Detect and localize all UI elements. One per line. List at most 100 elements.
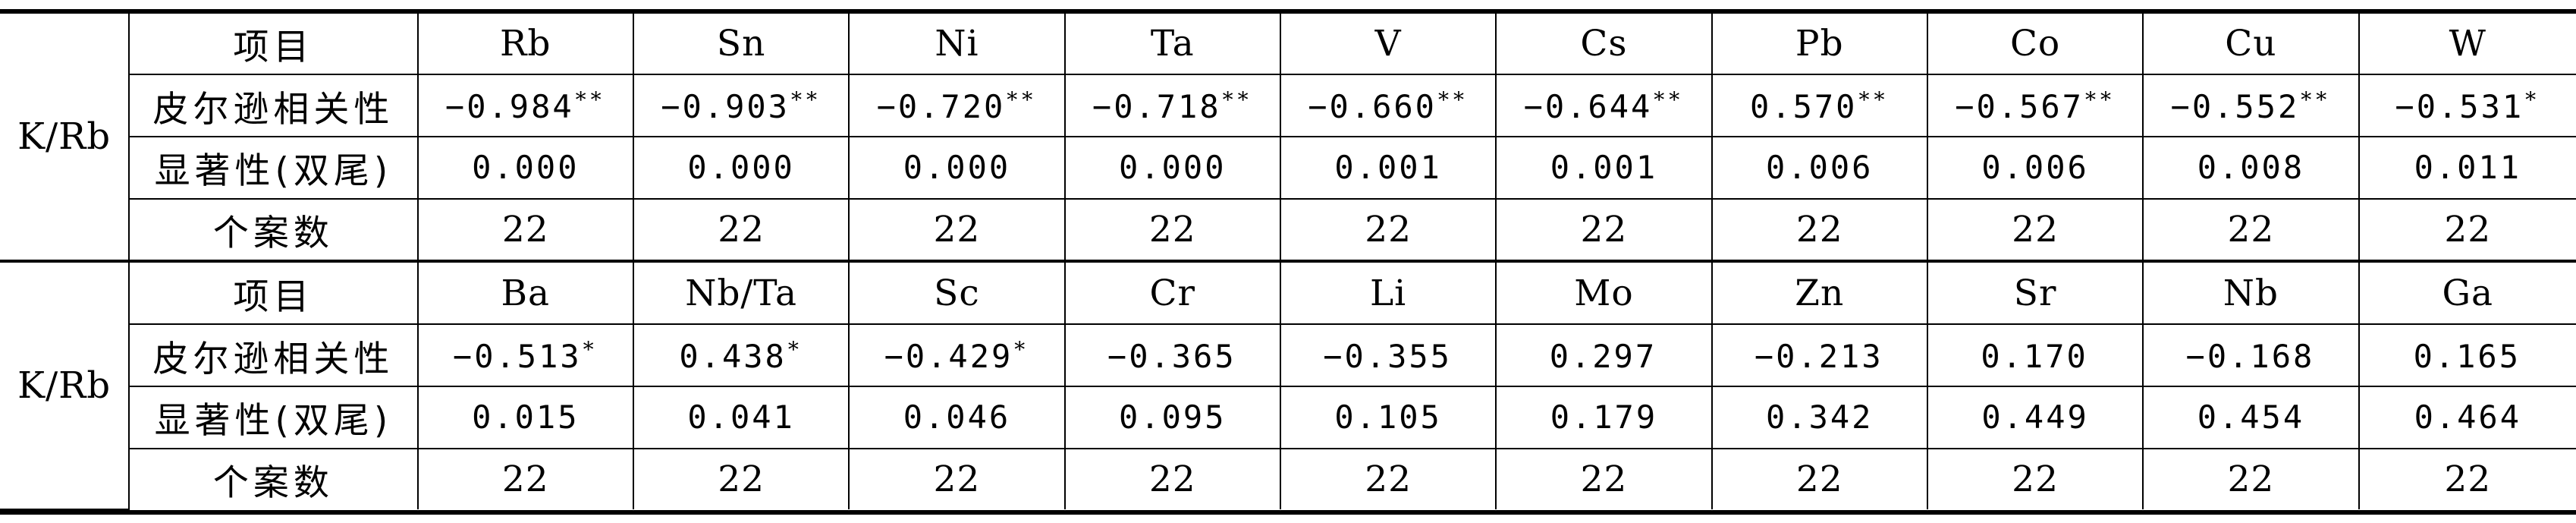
- case-count-row: 个案数 22 22 22 22 22 22 22 22 22 22: [0, 197, 2576, 263]
- element-header-cell: Li: [1279, 260, 1497, 326]
- pearson-cell: 0.297: [1495, 323, 1713, 387]
- significance-cell: 0.342: [1711, 385, 1928, 449]
- element-header-cell: Cs: [1495, 14, 1713, 76]
- significance-marker: *: [1014, 336, 1030, 362]
- case-count-cell: 22: [848, 197, 1066, 263]
- pearson-cell: 0.438*: [632, 323, 850, 387]
- pearson-value: −0.168: [2185, 337, 2315, 375]
- pearson-cell: −0.429*: [848, 323, 1066, 387]
- element-header-cell: Ta: [1063, 14, 1281, 76]
- significance-marker: **: [2301, 87, 2332, 112]
- significance-row: 显著性(双尾) 0.015 0.041 0.046 0.095 0.105 0.179 0.3…: [0, 385, 2576, 449]
- significance-marker: **: [790, 87, 821, 112]
- correlation-table: K/Rb 项目 Rb Sn Ni Ta V Cs Pb Co Cu W 皮尔逊相关性 −0.984** −0…: [0, 14, 2576, 510]
- pearson-value: −0.429: [884, 337, 1013, 375]
- table-body: K/Rb 项目 Rb Sn Ni Ta V Cs Pb Co Cu W 皮尔逊相关性 −0.984** −0…: [0, 14, 2576, 510]
- case-count-cell: 22: [632, 197, 850, 263]
- pearson-cell: −0.644**: [1495, 74, 1713, 138]
- case-count-cell: 22: [1926, 447, 2144, 509]
- significance-marker: **: [1222, 87, 1253, 112]
- pearson-value: −0.552: [2170, 87, 2300, 125]
- pearson-cell: −0.168: [2142, 323, 2360, 387]
- case-count-cell: 22: [416, 197, 634, 263]
- pearson-value: −0.567: [1955, 87, 2084, 125]
- pearson-cell: −0.660**: [1279, 74, 1497, 138]
- pearson-value: 0.297: [1549, 337, 1657, 375]
- element-header-cell: Ba: [416, 260, 634, 326]
- element-header-cell: Sn: [632, 14, 850, 76]
- significance-marker: **: [1007, 87, 1038, 112]
- significance-cell: 0.015: [416, 385, 634, 449]
- pearson-cell: −0.903**: [632, 74, 850, 138]
- case-count-cell: 22: [1279, 447, 1497, 509]
- case-count-cell: 22: [2142, 447, 2360, 509]
- pearson-cell: −0.567**: [1926, 74, 2144, 138]
- significance-cell: 0.449: [1926, 385, 2144, 449]
- correlation-table-container: K/Rb 项目 Rb Sn Ni Ta V Cs Pb Co Cu W 皮尔逊相关性 −0.984** −0…: [0, 9, 2576, 515]
- significance-cell: 0.000: [632, 136, 850, 200]
- significance-cell: 0.464: [2358, 385, 2576, 449]
- element-header-cell: Ni: [848, 14, 1066, 76]
- significance-cell: 0.011: [2358, 136, 2576, 200]
- element-header-cell: Cu: [2142, 14, 2360, 76]
- pearson-value: 0.170: [1981, 337, 2088, 375]
- row-label: 皮尔逊相关性: [129, 74, 419, 138]
- pearson-value: −0.365: [1107, 337, 1236, 375]
- significance-marker: **: [2084, 87, 2116, 112]
- row-label: 显著性(双尾): [129, 385, 419, 449]
- significance-cell: 0.105: [1279, 385, 1497, 449]
- group-label: K/Rb: [0, 14, 130, 263]
- case-count-cell: 22: [1711, 447, 1928, 509]
- element-header-cell: Sc: [848, 260, 1066, 326]
- element-header-cell: V: [1279, 14, 1497, 76]
- significance-marker: *: [787, 336, 803, 362]
- significance-cell: 0.006: [1926, 136, 2144, 200]
- case-count-cell: 22: [1495, 447, 1713, 509]
- significance-cell: 0.179: [1495, 385, 1713, 449]
- pearson-cell: −0.984**: [416, 74, 634, 138]
- significance-cell: 0.006: [1711, 136, 1928, 200]
- element-header-cell: Nb: [2142, 260, 2360, 326]
- element-header-cell: Cr: [1063, 260, 1281, 326]
- case-count-cell: 22: [1495, 197, 1713, 263]
- pearson-value: −0.355: [1323, 337, 1452, 375]
- row-label: 个案数: [129, 197, 419, 263]
- significance-cell: 0.001: [1495, 136, 1713, 200]
- pearson-value: −0.660: [1308, 87, 1437, 125]
- element-header-cell: Ga: [2358, 260, 2576, 326]
- significance-cell: 0.008: [2142, 136, 2360, 200]
- significance-cell: 0.095: [1063, 385, 1281, 449]
- pearson-value: 0.570: [1750, 87, 1858, 125]
- element-header-cell: W: [2358, 14, 2576, 76]
- case-count-cell: 22: [1063, 197, 1281, 263]
- element-header-cell: Rb: [416, 14, 634, 76]
- pearson-value: 0.438: [679, 337, 787, 375]
- significance-cell: 0.046: [848, 385, 1066, 449]
- pearson-cell: −0.718**: [1063, 74, 1281, 138]
- pearson-cell: −0.720**: [848, 74, 1066, 138]
- pearson-value: −0.984: [445, 87, 574, 125]
- significance-marker: **: [1437, 87, 1469, 112]
- pearson-row: 皮尔逊相关性 −0.513* 0.438* −0.429* −0.365 −0.355 0.…: [0, 323, 2576, 387]
- significance-cell: 0.001: [1279, 136, 1497, 200]
- pearson-cell: 0.165: [2358, 323, 2576, 387]
- element-header-cell: Sr: [1926, 260, 2144, 326]
- significance-cell: 0.000: [1063, 136, 1281, 200]
- significance-cell: 0.454: [2142, 385, 2360, 449]
- pearson-value: −0.720: [876, 87, 1006, 125]
- pearson-row: 皮尔逊相关性 −0.984** −0.903** −0.720** −0.718** −0…: [0, 74, 2576, 138]
- case-count-cell: 22: [2358, 197, 2576, 263]
- significance-row: 显著性(双尾) 0.000 0.000 0.000 0.000 0.001 0.001 0.0…: [0, 136, 2576, 200]
- element-header-cell: Co: [1926, 14, 2144, 76]
- significance-cell: 0.000: [416, 136, 634, 200]
- case-count-cell: 22: [2142, 197, 2360, 263]
- pearson-value: −0.513: [452, 337, 582, 375]
- case-count-cell: 22: [632, 447, 850, 509]
- pearson-cell: −0.552**: [2142, 74, 2360, 138]
- header-row: K/Rb 项目 Ba Nb/Ta Sc Cr Li Mo Zn Sr Nb Ga: [0, 260, 2576, 510]
- element-header-cell: Mo: [1495, 260, 1713, 326]
- case-count-cell: 22: [1279, 197, 1497, 263]
- significance-marker: **: [575, 87, 606, 112]
- case-count-cell: 22: [1063, 447, 1281, 509]
- case-count-cell: 22: [1926, 197, 2144, 263]
